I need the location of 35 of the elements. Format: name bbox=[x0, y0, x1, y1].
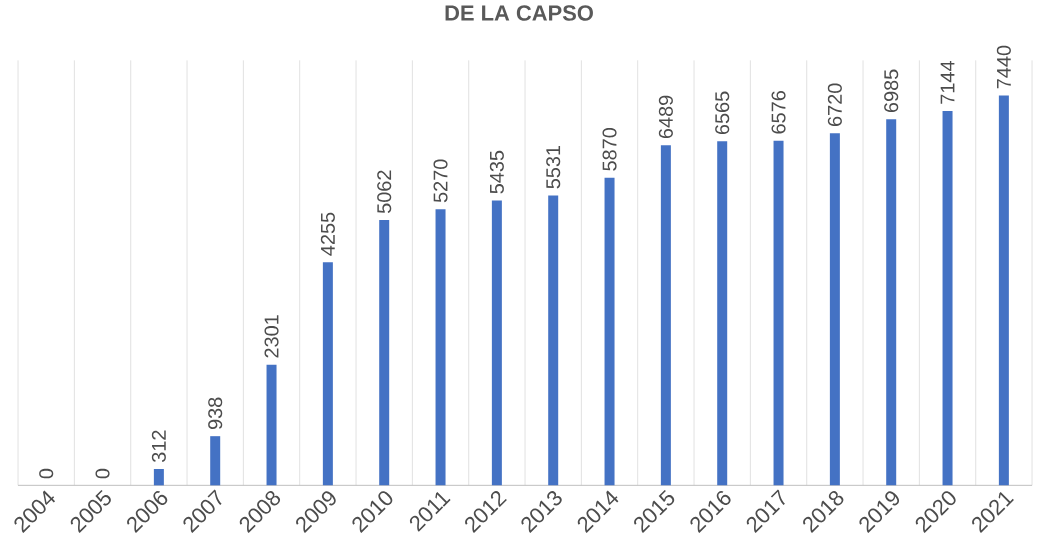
data-label: 4255 bbox=[320, 212, 335, 256]
bar bbox=[942, 110, 953, 486]
data-label: 312 bbox=[151, 430, 166, 463]
bar bbox=[153, 468, 164, 486]
bar bbox=[210, 436, 221, 486]
bar bbox=[604, 177, 615, 486]
data-label: 5270 bbox=[433, 159, 448, 203]
data-label: 5870 bbox=[602, 128, 617, 171]
bar bbox=[829, 133, 840, 486]
data-label: 5062 bbox=[377, 170, 392, 214]
bar bbox=[548, 195, 559, 486]
bar bbox=[379, 220, 390, 486]
data-label: 7440 bbox=[996, 45, 1011, 89]
bar bbox=[717, 141, 728, 486]
bar bbox=[322, 262, 333, 486]
bar bbox=[773, 140, 784, 486]
bar bbox=[998, 95, 1009, 486]
data-label: 0 bbox=[39, 468, 54, 479]
data-label: 6985 bbox=[884, 69, 899, 113]
data-label: 7144 bbox=[940, 61, 955, 104]
data-label: 0 bbox=[95, 468, 110, 479]
chart-title: DE LA CAPSO bbox=[445, 5, 593, 21]
bar bbox=[660, 145, 671, 486]
bar bbox=[491, 200, 502, 486]
bar bbox=[435, 209, 446, 486]
bar bbox=[266, 364, 277, 486]
data-label: 938 bbox=[208, 397, 223, 430]
data-label: 6489 bbox=[658, 95, 673, 139]
data-label: 5531 bbox=[546, 145, 561, 189]
data-label: 6720 bbox=[827, 83, 842, 126]
bar bbox=[886, 119, 897, 486]
data-label: 2301 bbox=[264, 315, 279, 358]
data-label: 5435 bbox=[489, 150, 504, 194]
data-label: 6576 bbox=[771, 91, 786, 134]
data-label: 6565 bbox=[715, 91, 730, 135]
